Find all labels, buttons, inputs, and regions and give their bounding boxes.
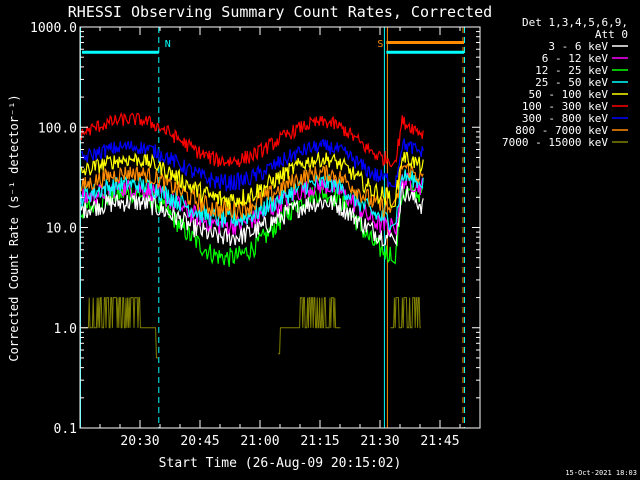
timestamp: 15-Oct-2021 18:03	[565, 469, 637, 477]
series-line-800-7000kev	[80, 162, 424, 222]
series-line-25-50kev	[80, 169, 424, 230]
legend-header-line2: Att 0	[595, 28, 628, 41]
legend-label: 25 - 50 keV	[535, 76, 608, 89]
y-tick-label: 0.1	[54, 422, 77, 437]
x-tick-label: 21:15	[300, 434, 339, 449]
series-line-100-300kev	[80, 111, 424, 168]
legend-label: 300 - 800 keV	[522, 112, 608, 125]
series-line-50-100kev	[80, 151, 424, 210]
y-axis-label: Corrected Count Rate (s⁻¹ detector⁻¹)	[7, 94, 21, 361]
marker-label-n: N	[165, 39, 171, 50]
series-line-300-800kev	[80, 138, 424, 192]
legend-label: 3 - 6 keV	[548, 40, 608, 53]
series-line-3-6kev	[80, 181, 424, 247]
x-axis-label: Start Time (26-Aug-09 20:15:02)	[159, 456, 402, 471]
legend-label: 6 - 12 keV	[542, 52, 609, 65]
x-tick-label: 20:30	[120, 434, 159, 449]
y-tick-label: 100.0	[38, 121, 77, 136]
y-tick-label: 1.0	[54, 322, 77, 337]
marker-label-s: S	[377, 39, 383, 50]
legend-label: 7000 - 15000 keV	[502, 136, 608, 149]
x-tick-label: 20:45	[180, 434, 219, 449]
y-tick-label: 1000.0	[30, 21, 77, 36]
axes-layer: 1000.0 100.0 10.0 1.0 0.1 20:30 20:45 21:00 21:1…	[30, 21, 481, 449]
x-tick-label: 21:00	[240, 434, 279, 449]
legend-label: 100 - 300 keV	[522, 100, 608, 113]
series-line-7000-15000-kev	[81, 297, 421, 359]
y-tick-label: 10.0	[46, 222, 77, 237]
x-tick-label: 21:45	[420, 434, 459, 449]
legend-label: 12 - 25 keV	[535, 64, 608, 77]
legend-label: 50 - 100 keV	[529, 88, 609, 101]
legend-label: 800 - 7000 keV	[515, 124, 608, 137]
chart-title: RHESSI Observing Summary Count Rates, Co…	[68, 3, 492, 21]
legend-header-line1: Det 1,3,4,5,6,9,	[522, 16, 628, 29]
x-tick-label: 21:30	[360, 434, 399, 449]
